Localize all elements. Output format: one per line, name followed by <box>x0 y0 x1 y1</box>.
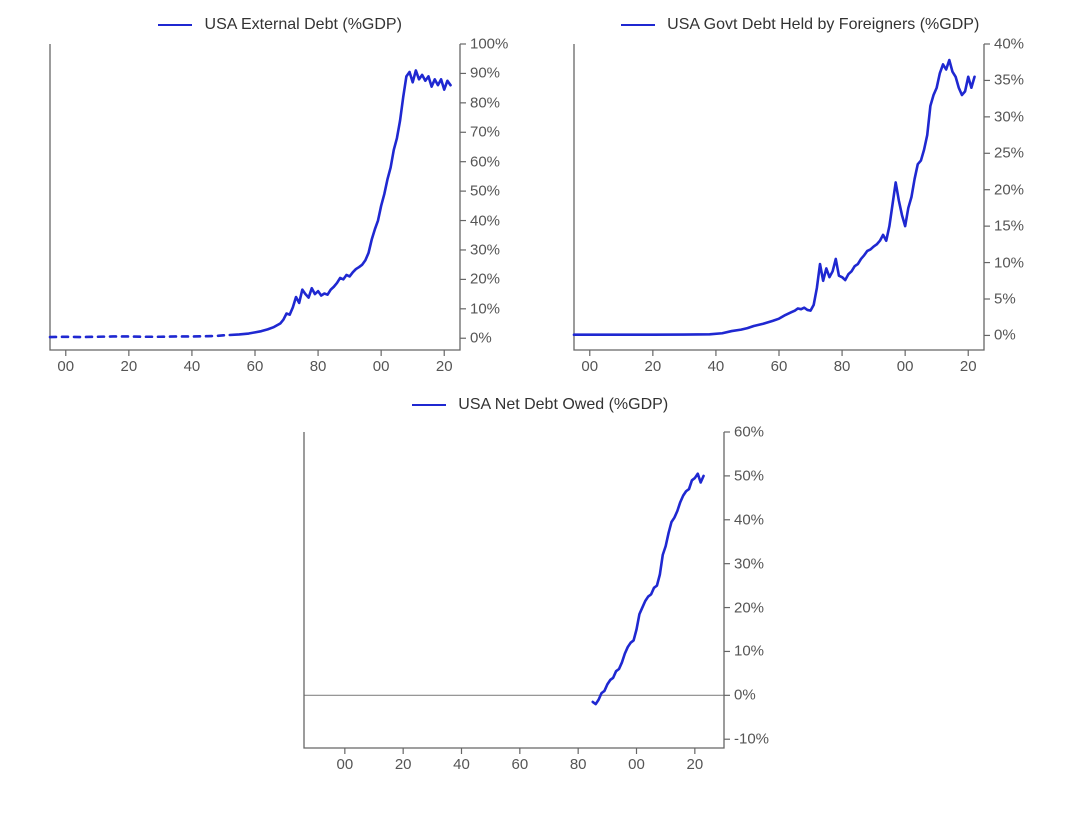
xtick-label: 20 <box>121 358 138 375</box>
axis-frame <box>304 432 724 748</box>
xtick-label: 20 <box>645 358 662 375</box>
ytick-label: 10% <box>470 300 500 317</box>
plot-area-net-debt-owed: -10%0%10%20%30%40%50%60%00204060800020 <box>304 432 724 748</box>
ytick-label: 0% <box>470 330 492 347</box>
legend-label: USA Govt Debt Held by Foreigners (%GDP) <box>667 16 979 33</box>
ytick-label: 30% <box>470 241 500 258</box>
axis-frame <box>574 44 984 350</box>
xtick-label: 80 <box>834 358 851 375</box>
ytick-label: 0% <box>734 687 756 704</box>
xtick-label: 60 <box>247 358 264 375</box>
xtick-label: 40 <box>184 358 201 375</box>
xtick-label: 00 <box>897 358 914 375</box>
xtick-label: 40 <box>708 358 725 375</box>
xtick-label: 80 <box>310 358 327 375</box>
series-line <box>50 335 230 337</box>
ytick-label: 20% <box>734 599 764 616</box>
ytick-label: 5% <box>994 291 1016 308</box>
xtick-label: 60 <box>771 358 788 375</box>
ytick-label: 50% <box>734 467 764 484</box>
ytick-label: 60% <box>734 424 764 441</box>
legend-label: USA Net Debt Owed (%GDP) <box>458 396 668 413</box>
xtick-label: 00 <box>628 756 645 773</box>
ytick-label: 80% <box>470 94 500 111</box>
xtick-label: 20 <box>686 756 703 773</box>
legend-label: USA External Debt (%GDP) <box>205 16 402 33</box>
xtick-label: 00 <box>57 358 74 375</box>
ytick-label: 20% <box>994 181 1024 198</box>
ytick-label: 70% <box>470 124 500 141</box>
xtick-label: 60 <box>511 756 528 773</box>
xtick-label: 20 <box>395 756 412 773</box>
plot-area-govt-debt-foreign: 0%5%10%15%20%25%30%35%40%00204060800020 <box>574 44 984 350</box>
ytick-label: 40% <box>734 511 764 528</box>
ytick-label: 20% <box>470 271 500 288</box>
legend-external-debt: USA External Debt (%GDP) <box>20 16 540 34</box>
ytick-label: 0% <box>994 327 1016 344</box>
xtick-label: 00 <box>581 358 598 375</box>
xtick-label: 00 <box>373 358 390 375</box>
ytick-label: 30% <box>994 108 1024 125</box>
legend-swatch <box>158 24 192 26</box>
chart-svg <box>574 44 984 350</box>
legend-swatch <box>412 404 446 406</box>
series-line <box>593 474 704 704</box>
ytick-label: 50% <box>470 183 500 200</box>
ytick-label: 10% <box>734 643 764 660</box>
ytick-label: 40% <box>994 36 1024 53</box>
xtick-label: 40 <box>453 756 470 773</box>
legend-govt-debt-foreign: USA Govt Debt Held by Foreigners (%GDP) <box>540 16 1060 34</box>
xtick-label: 20 <box>960 358 977 375</box>
ytick-label: 10% <box>994 254 1024 271</box>
legend-swatch <box>621 24 655 26</box>
xtick-label: 80 <box>570 756 587 773</box>
panel-net-debt-owed: USA Net Debt Owed (%GDP) -10%0%10%20%30%… <box>260 390 820 800</box>
ytick-label: 25% <box>994 145 1024 162</box>
legend-net-debt-owed: USA Net Debt Owed (%GDP) <box>260 396 820 414</box>
xtick-label: 00 <box>336 756 353 773</box>
ytick-label: 40% <box>470 212 500 229</box>
panel-external-debt: USA External Debt (%GDP) 0%10%20%30%40%5… <box>20 10 540 390</box>
panel-govt-debt-foreign: USA Govt Debt Held by Foreigners (%GDP) … <box>540 10 1060 390</box>
series-line <box>230 70 451 335</box>
ytick-label: 30% <box>734 555 764 572</box>
ytick-label: 100% <box>470 36 508 53</box>
axis-frame <box>50 44 460 350</box>
ytick-label: 60% <box>470 153 500 170</box>
chart-svg <box>304 432 724 748</box>
chart-svg <box>50 44 460 350</box>
xtick-label: 20 <box>436 358 453 375</box>
ytick-label: -10% <box>734 731 769 748</box>
chart-grid: USA External Debt (%GDP) 0%10%20%30%40%5… <box>0 0 1080 800</box>
ytick-label: 15% <box>994 218 1024 235</box>
ytick-label: 90% <box>470 65 500 82</box>
series-line <box>574 60 975 335</box>
ytick-label: 35% <box>994 72 1024 89</box>
plot-area-external-debt: 0%10%20%30%40%50%60%70%80%90%100%0020406… <box>50 44 460 350</box>
